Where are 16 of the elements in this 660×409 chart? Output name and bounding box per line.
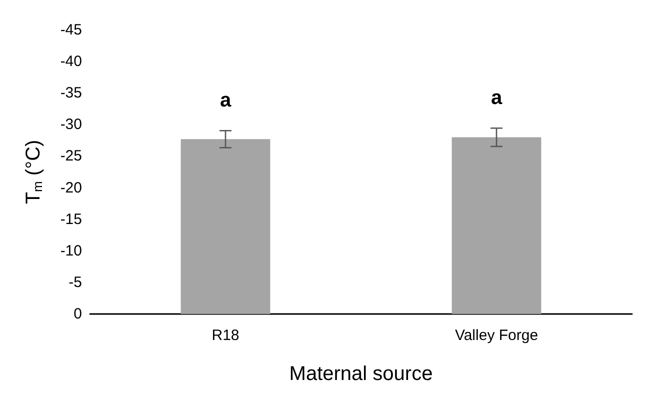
y-tick-label: -45 xyxy=(60,22,82,38)
x-tick-label: Valley Forge xyxy=(454,327,538,344)
annotation: a xyxy=(220,90,232,112)
y-tick-label: -5 xyxy=(68,274,82,291)
y-tick-label: -10 xyxy=(60,242,82,260)
annotation: a xyxy=(490,87,503,110)
y-tick-label: -30 xyxy=(60,116,82,134)
x-axis-title: Maternal source xyxy=(289,363,433,385)
y-tick-label: -15 xyxy=(60,210,82,228)
y-axis-title: Tm (°C) xyxy=(22,140,45,204)
y-tick-label: -40 xyxy=(60,53,82,70)
y-tick-label: -35 xyxy=(60,84,82,102)
x-tick-label: R18 xyxy=(212,327,240,344)
y-tick-label: 0 xyxy=(74,306,82,322)
y-tick-label: -25 xyxy=(60,148,82,165)
y-tick-label: -20 xyxy=(60,179,82,196)
